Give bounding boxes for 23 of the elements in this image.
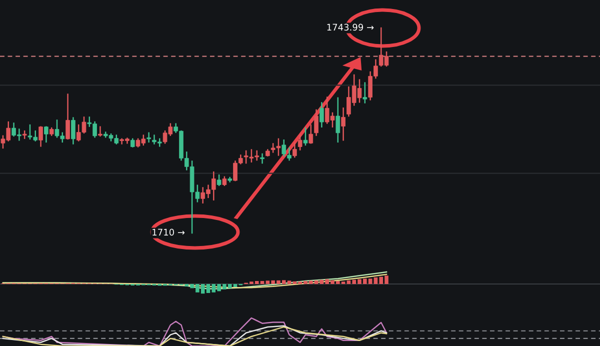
candlestick — [303, 127, 308, 146]
candlestick — [146, 132, 151, 143]
candlestick — [308, 124, 314, 144]
candlestick — [362, 82, 368, 104]
candlestick — [341, 108, 346, 141]
candlestick — [292, 142, 297, 158]
candlestick — [298, 134, 302, 150]
candlestick — [216, 174, 222, 186]
candlestick — [314, 109, 318, 136]
candlestick — [336, 97, 340, 143]
candlestick — [98, 126, 102, 137]
bar — [206, 284, 210, 293]
candlestick — [38, 126, 43, 147]
candlestick — [282, 139, 286, 156]
annotation: 1743.99 → — [327, 24, 374, 31]
candlestick — [44, 126, 48, 143]
candlestick — [260, 153, 264, 164]
annotation: 1710 → — [152, 228, 185, 236]
candlestick — [71, 117, 76, 144]
bar — [233, 284, 238, 287]
candlestick — [66, 94, 70, 140]
candlestick — [287, 147, 292, 161]
candlestick — [320, 102, 324, 128]
